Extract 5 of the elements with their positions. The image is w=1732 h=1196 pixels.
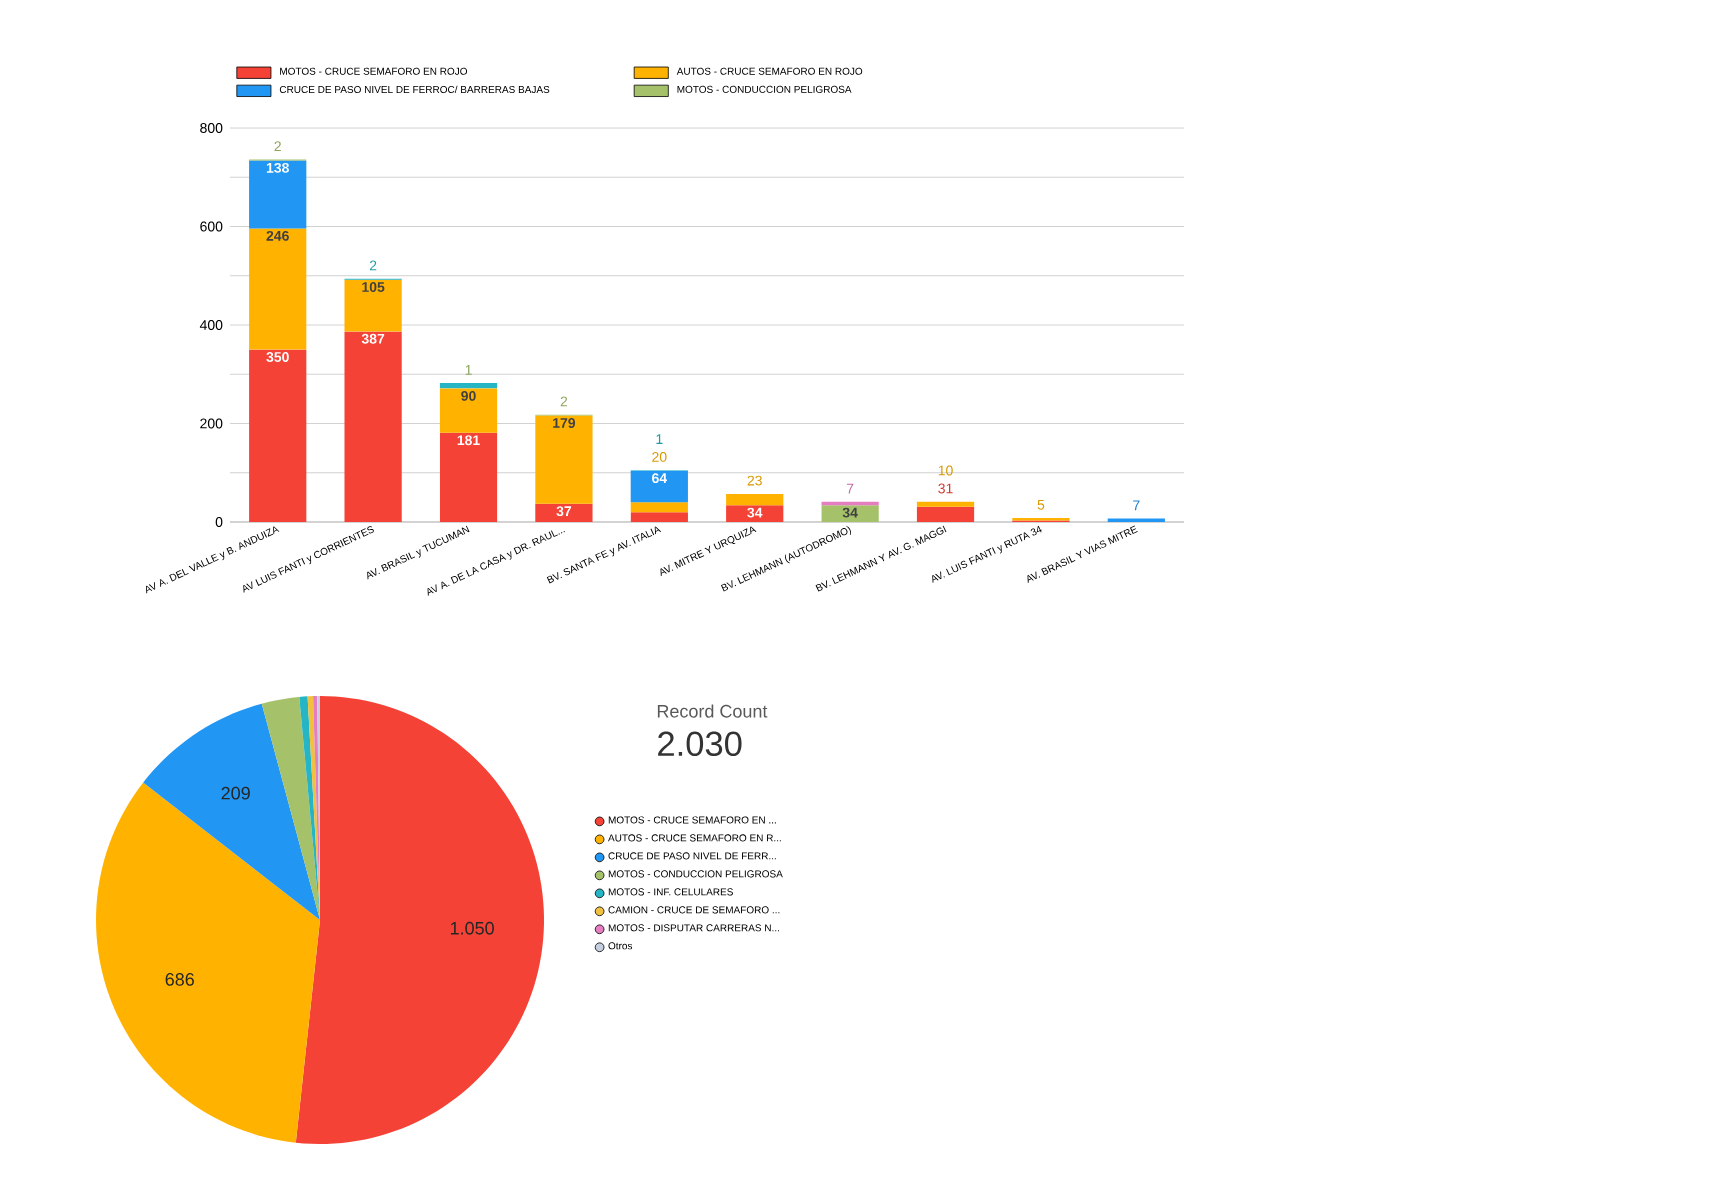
data-label: 1.050 — [450, 921, 494, 935]
text: 2.030 — [658, 731, 742, 757]
data-label: 686 — [165, 973, 194, 986]
data-label: 209 — [221, 786, 250, 800]
text: Record Count — [657, 704, 768, 718]
